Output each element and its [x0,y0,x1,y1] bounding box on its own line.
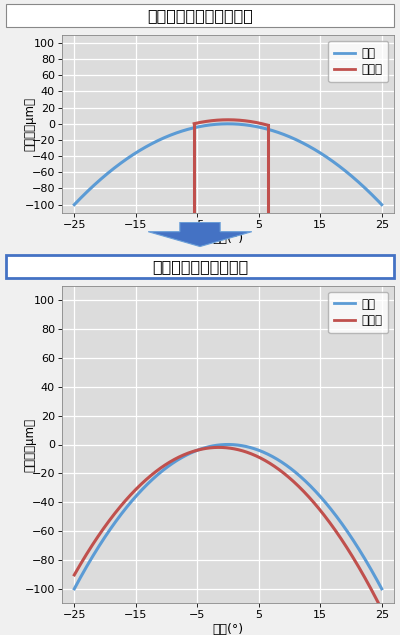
FancyBboxPatch shape [6,4,394,27]
X-axis label: 角度(°): 角度(°) [212,623,244,635]
Text: 変位量（μm）: 変位量（μm） [24,417,36,472]
FancyArrow shape [148,222,252,246]
FancyBboxPatch shape [6,255,394,278]
Text: 白色共焦点変位センサ: 白色共焦点変位センサ [152,259,248,274]
Text: 変位量（μm）: 変位量（μm） [24,97,36,151]
Text: 従来のレーザ変位センサ: 従来のレーザ変位センサ [147,8,253,23]
Legend: 真値, 測定値: 真値, 測定値 [328,41,388,82]
X-axis label: 角度(°): 角度(°) [212,232,244,246]
Legend: 真値, 測定値: 真値, 測定値 [328,291,388,333]
